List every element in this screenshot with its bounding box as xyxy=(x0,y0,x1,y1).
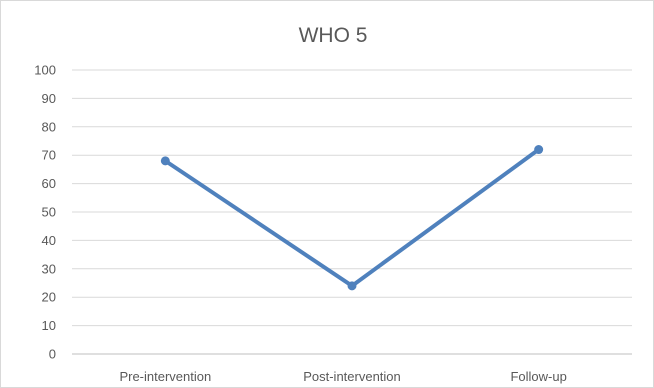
y-tick-label: 40 xyxy=(42,233,56,248)
series-line xyxy=(163,147,541,288)
y-tick-label: 30 xyxy=(42,261,56,276)
chart-title: WHO 5 xyxy=(299,24,368,47)
y-tick-label: 90 xyxy=(42,91,56,106)
y-tick-label: 10 xyxy=(42,318,56,333)
x-category-label: Post-intervention xyxy=(303,369,401,384)
x-category-label: Follow-up xyxy=(510,369,566,384)
y-tick-label: 100 xyxy=(34,63,56,78)
y-tick-label: 0 xyxy=(49,347,56,362)
y-axis-tick-labels: 0 10 20 30 40 50 60 70 80 90 100 xyxy=(34,63,56,362)
x-category-label: Pre-intervention xyxy=(119,369,211,384)
data-point xyxy=(160,156,170,166)
y-tick-label: 80 xyxy=(42,119,56,134)
y-tick-label: 20 xyxy=(42,290,56,305)
data-point xyxy=(534,145,544,155)
gridlines xyxy=(72,69,632,355)
y-tick-label: 60 xyxy=(42,176,56,191)
data-series xyxy=(160,145,544,291)
x-axis-category-labels: Pre-intervention Post-intervention Follow-… xyxy=(119,369,566,384)
data-point xyxy=(347,281,357,291)
y-tick-label: 50 xyxy=(42,205,56,220)
y-tick-label: 70 xyxy=(42,148,56,163)
